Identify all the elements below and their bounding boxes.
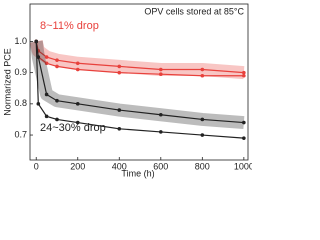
x-axis-label: Time (h) <box>121 168 154 178</box>
point <box>117 70 122 75</box>
point <box>34 39 39 44</box>
y-axis-label: Normarized PCE <box>2 48 12 116</box>
x-tick-label: 400 <box>112 161 127 171</box>
point <box>117 127 122 131</box>
point <box>55 117 59 122</box>
point <box>200 67 205 72</box>
point <box>159 72 163 76</box>
point <box>55 58 59 62</box>
x-tick-label: 1000 <box>234 161 252 171</box>
y-tick-label: 0.9 <box>14 67 27 77</box>
point <box>75 120 80 125</box>
point <box>117 64 122 69</box>
x-tick-label: 600 <box>153 161 168 171</box>
y-tick-label: 0.7 <box>14 129 27 139</box>
point <box>159 130 163 134</box>
point <box>75 67 80 72</box>
point <box>55 98 59 103</box>
annotation: OPV cells stored at 85°C <box>144 6 244 16</box>
point <box>117 108 122 112</box>
point <box>242 73 246 78</box>
x-tick-label: 0 <box>34 161 39 171</box>
point <box>242 120 246 125</box>
x-tick-label: 800 <box>195 161 210 171</box>
x-tick-label: 200 <box>70 161 85 171</box>
point <box>36 55 41 59</box>
point <box>75 61 80 66</box>
annotation: 8~11% drop <box>40 20 99 32</box>
point <box>242 136 246 140</box>
point <box>55 64 59 69</box>
annotation: 24~30% drop <box>40 122 106 134</box>
y-tick-label: 1.0 <box>14 36 27 46</box>
point <box>44 92 49 97</box>
point <box>44 61 49 66</box>
chart: Time (h) Normarized PCE 0.7 0.8 0.9 1.0 0 200… <box>2 3 252 178</box>
point <box>36 102 41 106</box>
point <box>200 73 205 78</box>
y-tick-label: 0.8 <box>14 98 27 108</box>
range-band <box>29 40 245 130</box>
point <box>159 67 163 72</box>
plot-frame <box>29 3 249 161</box>
point <box>44 55 49 59</box>
point <box>159 112 163 117</box>
point <box>44 114 49 119</box>
point <box>200 133 205 137</box>
point <box>200 117 205 122</box>
point <box>242 70 246 75</box>
point <box>75 102 80 106</box>
